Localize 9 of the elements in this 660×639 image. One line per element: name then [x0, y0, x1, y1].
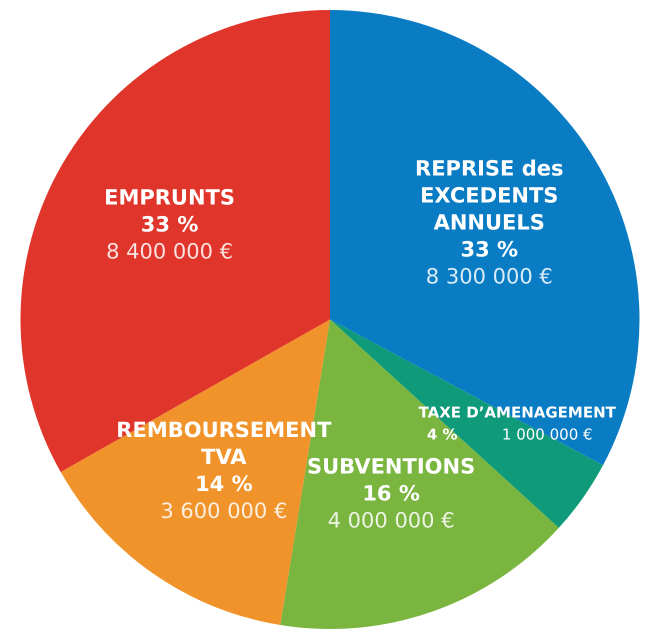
- data-label: 33 % 8 300 000 €: [426, 237, 553, 288]
- data-label: 33 % 8 400 000 €: [106, 212, 234, 264]
- slice-label: TAXE D’AMENAGEMENT: [418, 404, 617, 422]
- data-label: 14 % 3 600 000 €: [160, 472, 288, 523]
- slice-label: EMPRUNTS: [104, 185, 236, 210]
- data-label: 16 % 4 000 000 €: [328, 481, 455, 532]
- slice-label: SUBVENTIONS: [307, 454, 476, 478]
- slice-label: REPRISE des EXCEDENTS ANNUELS: [415, 156, 564, 234]
- text: 4 % 1 000 000 €: [426, 426, 593, 444]
